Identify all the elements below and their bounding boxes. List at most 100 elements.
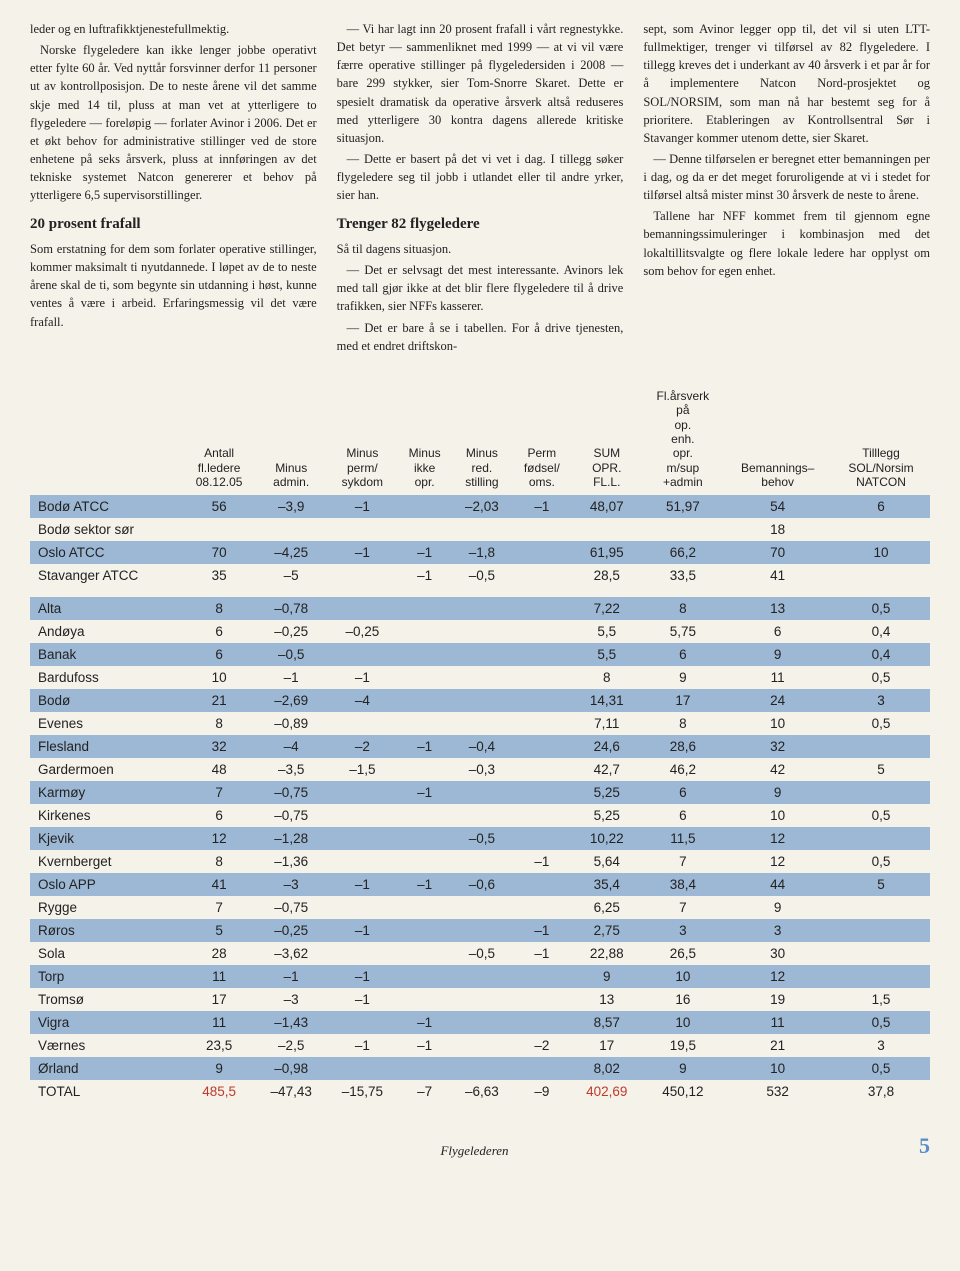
table-row: Torp11–1–191012	[30, 965, 930, 988]
article-columns: leder og en luftrafikktjenestefullmektig…	[30, 20, 930, 358]
column-header: Minusred.stilling	[451, 383, 512, 496]
cell: –3,5	[256, 758, 327, 781]
cell: 26,5	[642, 942, 723, 965]
table-row: Bodø ATCC56–3,9–1–2,03–148,0751,97546	[30, 495, 930, 518]
row-label: Vigra	[30, 1011, 183, 1034]
row-label: Kjevik	[30, 827, 183, 850]
column-header: TillleggSOL/NorsimNATCON	[832, 383, 930, 496]
row-label: Andøya	[30, 620, 183, 643]
cell	[327, 896, 398, 919]
table-row: Ørland9–0,988,029100,5	[30, 1057, 930, 1080]
cell: 6	[183, 620, 256, 643]
cell	[451, 712, 512, 735]
cell: 24	[723, 689, 832, 712]
cell: 17	[642, 689, 723, 712]
cell: 44	[723, 873, 832, 896]
cell: –0,4	[451, 735, 512, 758]
cell	[451, 689, 512, 712]
cell: 21	[183, 689, 256, 712]
cell: 42,7	[571, 758, 642, 781]
cell	[451, 965, 512, 988]
cell: 6	[183, 804, 256, 827]
table-row: Kirkenes6–0,755,256100,5	[30, 804, 930, 827]
table-row: Kjevik12–1,28–0,510,2211,512	[30, 827, 930, 850]
cell: 8	[183, 712, 256, 735]
total-row: TOTAL485,5–47,43–15,75–7–6,63–9402,69450…	[30, 1080, 930, 1103]
cell: –1	[327, 541, 398, 564]
cell	[571, 518, 642, 541]
cell	[327, 942, 398, 965]
cell	[398, 988, 451, 1011]
table-row: Sola28–3,62–0,5–122,8826,530	[30, 942, 930, 965]
table-row: Evenes8–0,897,118100,5	[30, 712, 930, 735]
cell	[512, 988, 571, 1011]
cell	[398, 643, 451, 666]
cell	[398, 495, 451, 518]
cell: 7	[183, 896, 256, 919]
cell: 6	[723, 620, 832, 643]
cell: –1,43	[256, 1011, 327, 1034]
cell: 9	[723, 643, 832, 666]
row-label: Ørland	[30, 1057, 183, 1080]
cell: 6	[642, 643, 723, 666]
cell	[183, 518, 256, 541]
cell	[451, 620, 512, 643]
cell	[398, 1057, 451, 1080]
cell: 532	[723, 1080, 832, 1103]
column-header	[30, 383, 183, 496]
row-label: Rygge	[30, 896, 183, 919]
table-row: Bodø sektor sør18	[30, 518, 930, 541]
cell: 7,11	[571, 712, 642, 735]
cell: 17	[571, 1034, 642, 1057]
row-label: Evenes	[30, 712, 183, 735]
cell: 46,2	[642, 758, 723, 781]
cell: –0,89	[256, 712, 327, 735]
para: — Det er selvsagt det mest interessante.…	[337, 261, 624, 315]
para: — Dette er basert på det vi vet i dag. I…	[337, 150, 624, 204]
cell: 10,22	[571, 827, 642, 850]
page-number: 5	[919, 1133, 930, 1159]
row-label: Oslo ATCC	[30, 541, 183, 564]
cell: 8	[183, 850, 256, 873]
cell: 11	[723, 666, 832, 689]
cell: –0,78	[256, 597, 327, 620]
column-3: sept, som Avinor legger opp til, det vil…	[643, 20, 930, 358]
cell	[327, 597, 398, 620]
cell: 13	[723, 597, 832, 620]
table-row: Røros5–0,25–1–12,7533	[30, 919, 930, 942]
cell: 35	[183, 564, 256, 587]
cell	[512, 781, 571, 804]
cell: –1	[398, 873, 451, 896]
cell	[451, 804, 512, 827]
cell: 10	[723, 1057, 832, 1080]
cell: 32	[183, 735, 256, 758]
cell	[451, 781, 512, 804]
cell: –2	[512, 1034, 571, 1057]
cell: 33,5	[642, 564, 723, 587]
cell: –1,5	[327, 758, 398, 781]
cell	[512, 1057, 571, 1080]
cell	[327, 781, 398, 804]
cell	[512, 597, 571, 620]
cell: 7	[642, 896, 723, 919]
cell: –1	[256, 666, 327, 689]
cell	[327, 827, 398, 850]
cell: 5	[832, 758, 930, 781]
cell	[512, 827, 571, 850]
cell	[398, 942, 451, 965]
cell: 5,25	[571, 781, 642, 804]
table-row: Banak6–0,55,5690,4	[30, 643, 930, 666]
cell: 0,4	[832, 620, 930, 643]
cell: –1,8	[451, 541, 512, 564]
cell	[327, 564, 398, 587]
cell: 1,5	[832, 988, 930, 1011]
cell	[398, 804, 451, 827]
cell	[832, 919, 930, 942]
cell	[451, 919, 512, 942]
cell: –3	[256, 988, 327, 1011]
cell: 5	[832, 873, 930, 896]
cell	[512, 1011, 571, 1034]
column-header: Minusikkeopr.	[398, 383, 451, 496]
table-row: Tromsø17–3–11316191,5	[30, 988, 930, 1011]
cell: 5	[183, 919, 256, 942]
